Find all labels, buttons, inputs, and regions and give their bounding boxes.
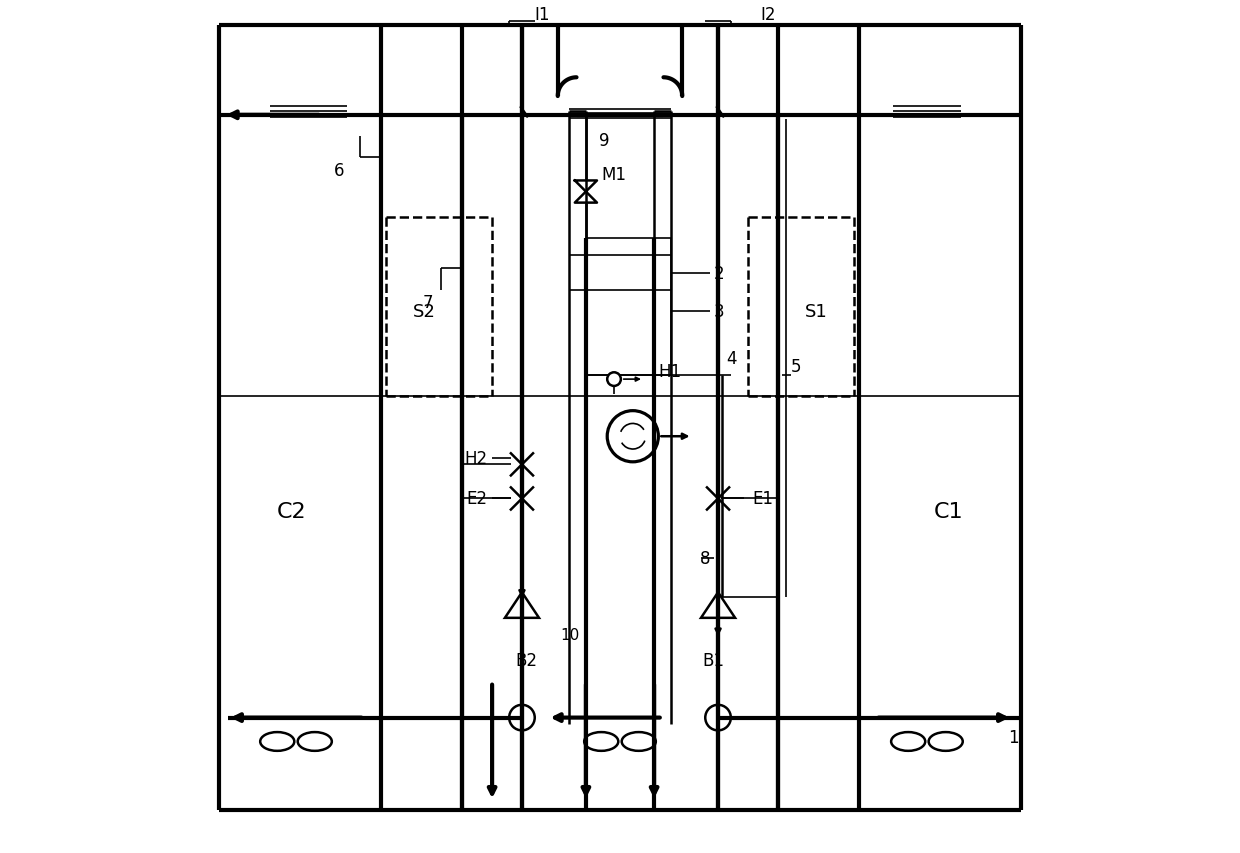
Text: H2: H2 bbox=[465, 450, 487, 467]
Text: E2: E2 bbox=[466, 490, 487, 508]
Text: 5: 5 bbox=[791, 358, 801, 376]
Text: H1: H1 bbox=[658, 363, 682, 380]
Text: 9: 9 bbox=[599, 132, 609, 150]
Text: E1: E1 bbox=[753, 490, 774, 508]
Text: S1: S1 bbox=[805, 303, 827, 321]
Text: C2: C2 bbox=[277, 502, 306, 522]
Text: S2: S2 bbox=[413, 303, 435, 321]
Text: 10: 10 bbox=[560, 628, 579, 642]
Text: I1: I1 bbox=[534, 6, 551, 24]
Text: 4: 4 bbox=[727, 350, 737, 368]
Text: 2: 2 bbox=[714, 264, 724, 282]
Text: 1: 1 bbox=[1008, 728, 1018, 746]
Text: 3: 3 bbox=[714, 303, 724, 321]
Text: B1: B1 bbox=[703, 652, 725, 670]
Text: 8: 8 bbox=[701, 549, 711, 567]
Text: 7: 7 bbox=[423, 294, 434, 312]
Text: B2: B2 bbox=[515, 652, 537, 670]
Text: M1: M1 bbox=[601, 166, 626, 184]
Text: 6: 6 bbox=[334, 162, 343, 180]
Text: I2: I2 bbox=[760, 6, 776, 24]
Circle shape bbox=[608, 373, 621, 386]
Text: C1: C1 bbox=[934, 502, 963, 522]
